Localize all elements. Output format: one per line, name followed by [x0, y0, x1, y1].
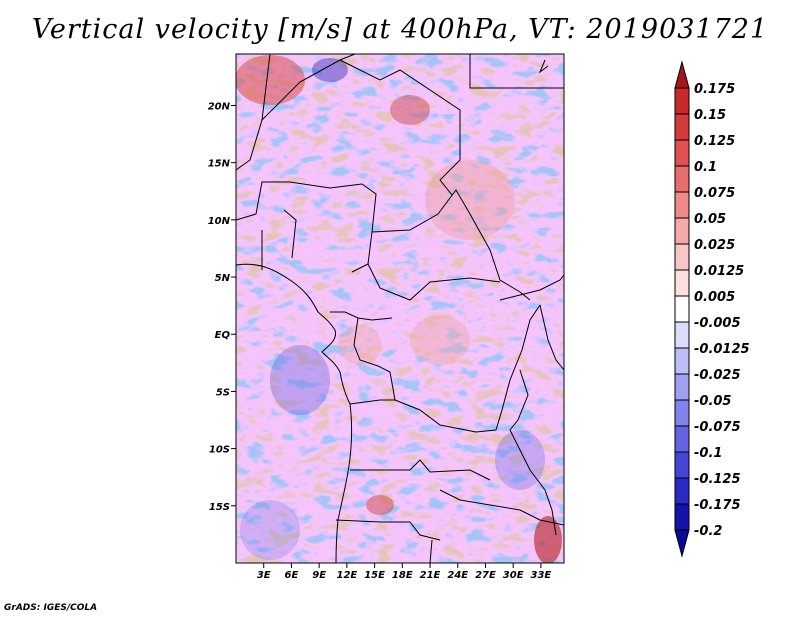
colorbar-segment	[674, 87, 690, 115]
colorbar-label: 0.0125	[694, 264, 744, 279]
colorbar-label: 0.1	[694, 160, 717, 175]
colorbar-segment	[674, 269, 690, 297]
colorbar-label: -0.075	[694, 420, 741, 435]
lat-tick-label: 10S	[209, 445, 230, 456]
colorbar-label: -0.175	[694, 498, 741, 513]
colorbar-label: 0.175	[694, 82, 735, 97]
colorbar-segment	[674, 373, 690, 401]
lon-tick-label: 9E	[312, 570, 326, 581]
colorbar-label: -0.1	[694, 446, 722, 461]
colorbar-segment	[674, 321, 690, 349]
map-frame	[235, 53, 565, 564]
colorbar-label: -0.025	[694, 368, 741, 383]
lat-tick-label: EQ	[215, 330, 231, 341]
colorbar-segment	[674, 243, 690, 271]
lon-tick-label: 12E	[336, 570, 357, 581]
lon-tick-label: 27E	[475, 570, 496, 581]
colorbar-top-arrow	[674, 60, 690, 89]
colorbar-label: -0.005	[694, 316, 741, 331]
lon-tick-label: 15E	[364, 570, 385, 581]
colorbar-label: -0.2	[694, 524, 722, 539]
velocity-field	[236, 54, 564, 563]
lat-tick-label: 5N	[215, 273, 231, 284]
latitude-axis: 20N 15N 10N 5N EQ 5S 10S 15S	[208, 101, 236, 513]
lon-tick-label: 6E	[285, 570, 299, 581]
colorbar-segment	[674, 217, 690, 245]
colorbar-segment	[674, 503, 690, 531]
lat-tick-label: 10N	[208, 216, 231, 227]
colorbar-label: -0.125	[694, 472, 741, 487]
colorbar-label: 0.125	[694, 134, 735, 149]
country-borders	[236, 54, 564, 563]
colorbar: 0.175 0.15 0.125 0.1 0.075 0.05 0.025 0.0125 0.0…	[674, 60, 750, 558]
lat-tick-label: 20N	[208, 101, 231, 112]
lon-tick-label: 3E	[257, 570, 271, 581]
lat-tick-label: 15N	[208, 159, 231, 170]
lon-tick-label: 21E	[420, 570, 441, 581]
colorbar-segment	[674, 113, 690, 141]
colorbar-segment	[674, 477, 690, 505]
map-title: Vertical velocity [m/s] at 400hPa, VT: 2…	[31, 14, 769, 45]
colorbar-label: 0.005	[694, 290, 735, 305]
colorbar-label: -0.0125	[694, 342, 750, 357]
colorbar-segment	[674, 451, 690, 479]
colorbar-label: 0.05	[694, 212, 726, 227]
colorbar-label: 0.075	[694, 186, 735, 201]
colorbar-segment	[674, 399, 690, 427]
colorbar-segment	[674, 191, 690, 219]
colorbar-label: 0.15	[694, 108, 726, 123]
colorbar-segment	[674, 165, 690, 193]
colorbar-bottom-arrow	[674, 529, 690, 558]
colorbar-label: 0.025	[694, 238, 735, 253]
longitude-axis: 3E 6E 9E 12E 15E 18E 21E 24E 27E 30E 33E	[257, 563, 552, 581]
lon-tick-label: 24E	[447, 570, 468, 581]
colorbar-segment	[674, 139, 690, 167]
colorbar-segment	[674, 425, 690, 453]
lon-tick-label: 30E	[503, 570, 524, 581]
credit-label: GrADS: IGES/COLA	[4, 603, 98, 613]
lon-tick-label: 33E	[531, 570, 552, 581]
colorbar-segment	[674, 295, 690, 323]
map-plot-area	[235, 53, 565, 564]
colorbar-label: -0.05	[694, 394, 731, 409]
lon-tick-label: 18E	[392, 570, 413, 581]
lat-tick-label: 15S	[209, 502, 230, 513]
lat-tick-label: 5S	[216, 387, 230, 398]
colorbar-segment	[674, 347, 690, 375]
